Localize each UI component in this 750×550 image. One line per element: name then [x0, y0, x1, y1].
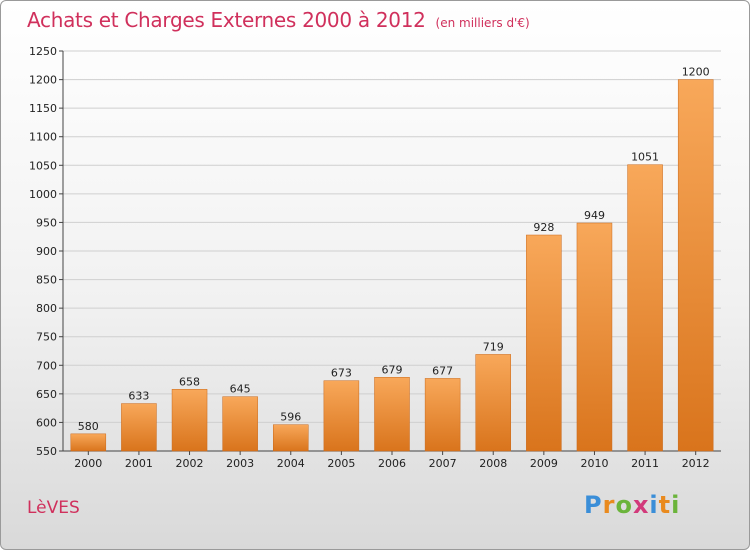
bar-2000 — [70, 433, 107, 452]
bar-2009 — [526, 234, 562, 452]
x-tick-label-2000: 2000 — [74, 457, 102, 470]
data-label-2007: 677 — [432, 364, 453, 377]
y-tick-label: 700 — [36, 359, 57, 372]
bar-2008 — [475, 354, 511, 452]
bar-2005 — [323, 380, 360, 452]
data-label-2004: 596 — [280, 411, 301, 424]
bar-2006 — [374, 377, 410, 452]
x-tick-label-2001: 2001 — [125, 457, 153, 470]
data-label-2012: 1200 — [682, 66, 710, 79]
bar-2012 — [677, 79, 714, 452]
logo-letter: t — [658, 491, 672, 519]
y-tick-label: 950 — [36, 216, 57, 229]
y-tick-label: 1150 — [29, 102, 57, 115]
chart-title: Achats et Charges Externes 2000 à 2012 (e… — [27, 8, 530, 32]
x-tick-label-2008: 2008 — [479, 457, 507, 470]
city-name: LèVES — [27, 498, 80, 518]
logo-letter: o — [615, 491, 633, 519]
data-label-2000: 580 — [78, 420, 99, 433]
data-label-2008: 719 — [483, 340, 504, 353]
y-tick-label: 900 — [36, 245, 57, 258]
y-tick-label: 650 — [36, 388, 57, 401]
logo-letter: i — [671, 491, 681, 519]
y-tick-label: 1250 — [29, 45, 57, 58]
data-label-2009: 928 — [533, 221, 554, 234]
x-tick-label-2004: 2004 — [277, 457, 305, 470]
y-tick-label: 600 — [36, 416, 57, 429]
y-tick-label: 850 — [36, 274, 57, 287]
bar-2011 — [627, 164, 663, 452]
y-tick-label: 750 — [36, 331, 57, 344]
x-tick-label-2009: 2009 — [530, 457, 558, 470]
x-tick-label-2002: 2002 — [176, 457, 204, 470]
chart-title-text: Achats et Charges Externes 2000 à 2012 — [27, 8, 426, 32]
x-tick-label-2005: 2005 — [327, 457, 355, 470]
logo-letter: x — [632, 491, 650, 519]
chart-unit: (en milliers d'€) — [435, 16, 530, 30]
x-tick-label-2003: 2003 — [226, 457, 254, 470]
bar-2001 — [121, 403, 157, 452]
y-tick-label: 1100 — [29, 131, 57, 144]
bar-2007 — [424, 378, 461, 452]
x-tick-label-2007: 2007 — [429, 457, 457, 470]
data-label-2011: 1051 — [631, 151, 659, 164]
y-tick-label: 1000 — [29, 188, 57, 201]
logo-letter: r — [602, 491, 616, 519]
y-tick-label: 1050 — [29, 159, 57, 172]
x-tick-label-2010: 2010 — [580, 457, 608, 470]
x-tick-label-2011: 2011 — [631, 457, 659, 470]
data-label-2006: 679 — [382, 363, 403, 376]
x-tick-label-2006: 2006 — [378, 457, 406, 470]
data-label-2003: 645 — [230, 383, 251, 396]
y-tick-label: 550 — [36, 445, 57, 458]
y-tick-label: 1200 — [29, 74, 57, 87]
proxiti-logo[interactable]: Proxiti — [584, 491, 680, 519]
logo-letter: i — [649, 491, 659, 519]
data-label-2005: 673 — [331, 367, 352, 380]
data-label-2010: 949 — [584, 209, 605, 222]
bar-2010 — [576, 222, 613, 452]
y-tick-label: 800 — [36, 302, 57, 315]
bar-2003 — [222, 396, 258, 452]
x-tick-label-2012: 2012 — [682, 457, 710, 470]
logo-letter: P — [584, 491, 603, 519]
bar-2004 — [273, 424, 309, 452]
data-label-2002: 658 — [179, 375, 200, 388]
bar-2002 — [171, 389, 208, 452]
data-label-2001: 633 — [128, 390, 149, 403]
